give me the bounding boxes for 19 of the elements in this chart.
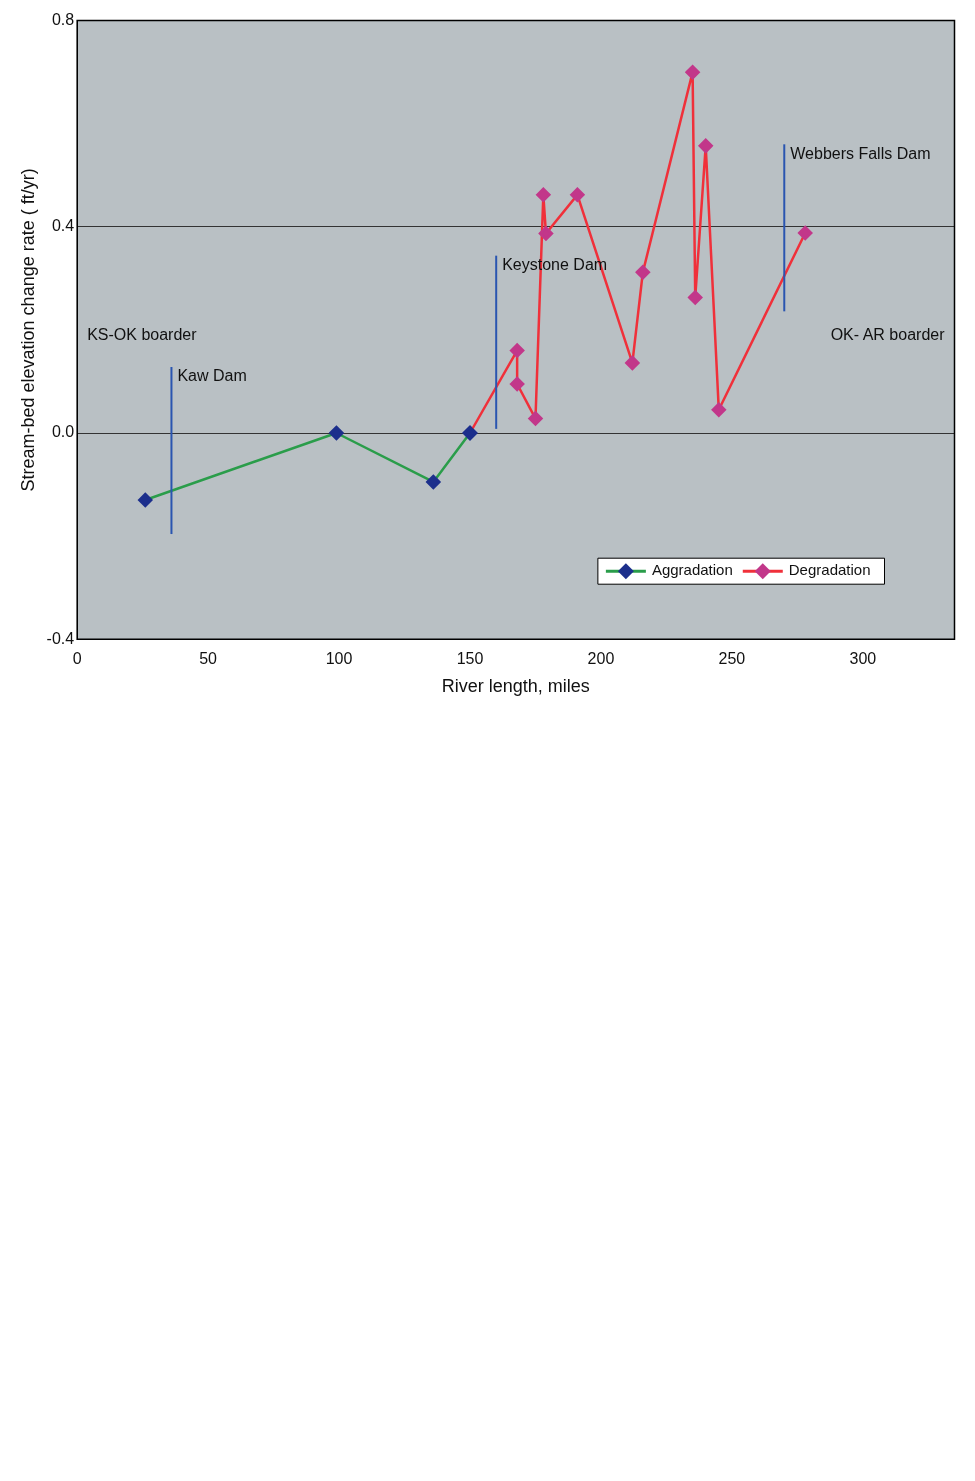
x-tick-label: 250: [718, 650, 746, 668]
y-axis-title: Stream-bed elevation change rate ( ft/yr): [17, 168, 38, 492]
x-tick-label: 100: [325, 650, 353, 668]
y-tick-label: -0.4: [46, 629, 75, 647]
annotation: KS-OK boarder: [87, 326, 198, 344]
ref-line-label: Webbers Falls Dam: [790, 144, 931, 162]
x-tick-label: 200: [587, 650, 615, 668]
ref-line-label: Kaw Dam: [177, 367, 247, 385]
legend-label: Aggradation: [651, 561, 733, 579]
legend-label: Degradation: [788, 561, 871, 579]
x-axis-title: River length, miles: [441, 676, 590, 697]
x-tick-label: 50: [199, 650, 218, 668]
annotation: OK- AR boarder: [830, 326, 946, 344]
y-tick-label: 0.8: [51, 11, 75, 29]
y-tick-label: 0.4: [51, 217, 75, 235]
y-tick-label: 0.0: [51, 423, 75, 441]
x-tick-label: 150: [456, 650, 484, 668]
x-tick-label: 300: [849, 650, 877, 668]
x-tick-label: 0: [72, 650, 82, 668]
